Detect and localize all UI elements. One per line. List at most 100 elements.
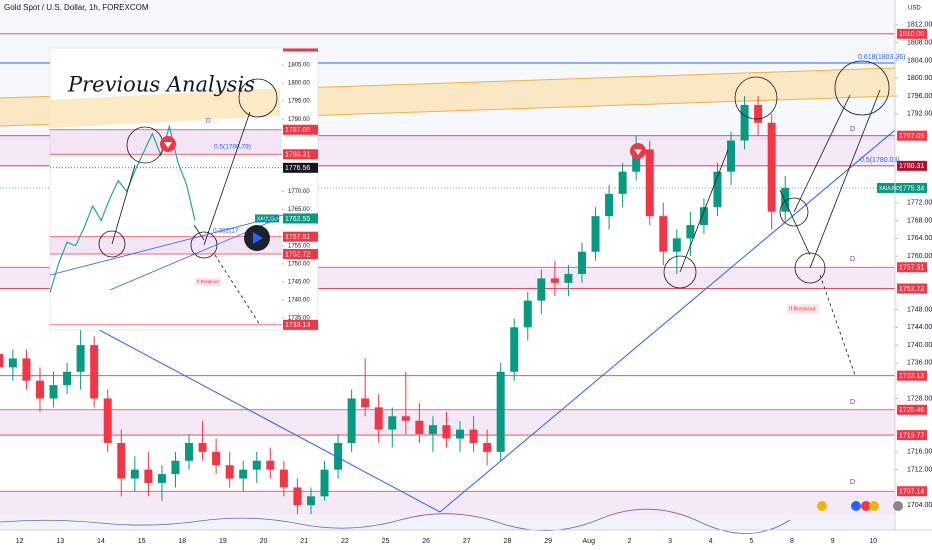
arrow [193, 224, 205, 241]
candle-body [754, 104, 763, 123]
y-tick-label: 1750.00 [288, 261, 310, 267]
price-tag-label: 1757.51 [285, 234, 310, 241]
y-tick-label: 1772.00 [907, 200, 932, 207]
y-tick-label: 1804.00 [907, 57, 932, 64]
x-tick-label: 18 [178, 538, 186, 545]
x-tick-label: Aug [583, 538, 596, 545]
candle-body [252, 460, 261, 470]
candle-body [266, 460, 275, 470]
price-tag [283, 124, 318, 135]
price-tag [897, 262, 927, 273]
price-tag [897, 370, 927, 381]
x-tick-label: 28 [504, 538, 512, 545]
arrow [679, 149, 729, 273]
price-tag-label: 1810.00 [899, 31, 924, 38]
annotation: D [850, 399, 855, 406]
zone [0, 491, 895, 515]
y-tick-label: 1740.00 [288, 298, 310, 304]
candle-body [90, 345, 99, 399]
play-icon [253, 232, 263, 244]
candle-body [686, 225, 695, 239]
price-tag-label: 1780.31 [899, 163, 924, 170]
x-tick-label: 8 [790, 538, 794, 545]
price-tag [283, 149, 318, 160]
price-tag-label: 1733.13 [285, 322, 310, 329]
candle-body [212, 451, 221, 466]
symbol-label: XAUUSD [879, 186, 900, 192]
candle-body [645, 149, 654, 217]
price-tag [283, 213, 318, 224]
y-tick-label: 1755.00 [288, 243, 310, 249]
annotation: 0.5(1780.03) [860, 157, 900, 164]
price-tag-label: 1762.55 [285, 216, 310, 223]
candle-body [699, 207, 708, 226]
price-tag-label: 1725.46 [899, 407, 924, 414]
y-tick-label: 1800.00 [907, 75, 932, 82]
arrow [793, 94, 851, 213]
candle-body [672, 238, 681, 252]
candle-body [456, 429, 465, 439]
breakout-box [195, 278, 221, 286]
arrow [809, 89, 881, 269]
y-tick-label: 1760.00 [907, 253, 932, 260]
annotation: D [850, 256, 855, 263]
indicator-line [0, 508, 791, 534]
y-tick-label: 1795.00 [288, 99, 310, 105]
y-tick-label: 1765.00 [288, 207, 310, 213]
price-tag-label: 1733.13 [899, 373, 924, 380]
annotation: 0.382(17 [213, 228, 239, 235]
y-tick-label: 1736.00 [907, 360, 932, 367]
arrow [214, 254, 261, 326]
y-tick-label: 1728.00 [907, 395, 932, 402]
price-tag [897, 283, 927, 294]
price-tag [897, 182, 927, 193]
price-tag [897, 160, 927, 171]
candle-body [320, 469, 329, 497]
circle [663, 255, 697, 289]
candle-body [374, 407, 383, 430]
candle-body [537, 278, 546, 301]
x-tick-label: 9 [831, 538, 835, 545]
candle-body [144, 469, 153, 483]
x-tick-label: 2 [627, 538, 631, 545]
circle [794, 252, 826, 284]
candle-body [185, 442, 194, 461]
candle-body [767, 122, 776, 212]
candle-body [171, 460, 180, 475]
y-tick-label: 1808.00 [907, 40, 932, 47]
candle-body [781, 187, 790, 212]
candle-body [442, 425, 451, 439]
candle-body [76, 345, 85, 372]
candle-body [130, 469, 139, 479]
candle-body [469, 429, 478, 443]
event-icon [861, 501, 871, 511]
x-tick-label: 20 [260, 538, 268, 545]
x-tick-label: 25 [382, 538, 390, 545]
candle-body [727, 140, 736, 172]
price-tag-label: 1775.34 [899, 185, 924, 192]
y-tick-label: 1805.00 [288, 63, 310, 69]
candle-body [0, 354, 4, 368]
candle-body [713, 171, 722, 208]
candle-body [510, 327, 519, 372]
annotation: 0.618(1803.36) [858, 54, 905, 61]
indicator-pane [0, 515, 895, 530]
candle-body [591, 216, 600, 252]
candle-body [361, 398, 370, 408]
candle-body [496, 371, 505, 452]
candle-body [239, 469, 248, 479]
price-tag-label: 1707.14 [899, 489, 924, 496]
price-tag-label: 1752.72 [285, 251, 310, 258]
price-tag [897, 404, 927, 415]
candle-body [63, 371, 72, 386]
candle-body [577, 251, 586, 274]
annotation: D [850, 479, 855, 486]
circle [734, 76, 778, 120]
price-tag-label: 1780.31 [285, 152, 310, 159]
y-tick-label: 1740.00 [907, 342, 932, 349]
y-tick-label: 1796.00 [907, 93, 932, 100]
price-line [49, 124, 196, 293]
candle-body [198, 442, 207, 452]
annotation: If Breakout [789, 306, 816, 312]
